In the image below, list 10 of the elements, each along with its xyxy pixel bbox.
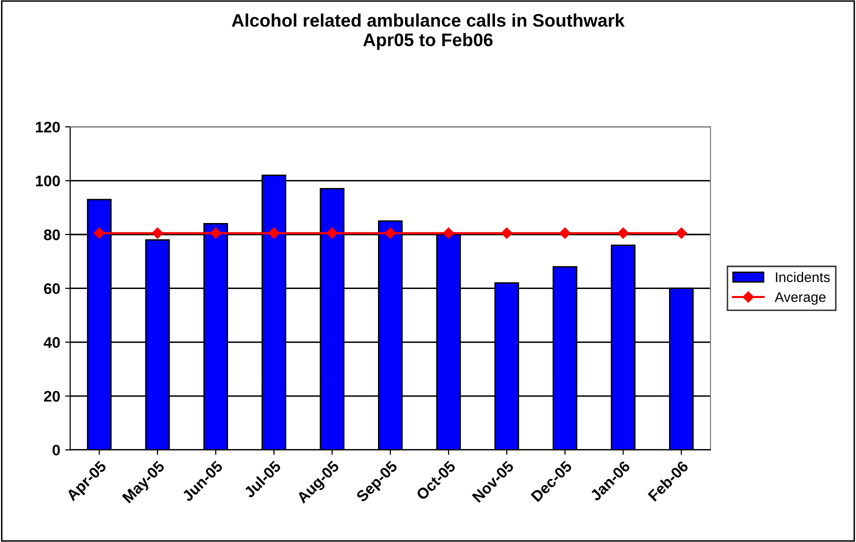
y-tick-label: 20	[44, 390, 60, 402]
legend-label: Average	[774, 292, 826, 305]
y-tick-label: 0	[52, 444, 60, 456]
y-tick-label: 80	[44, 229, 60, 240]
y-tick-label: 60	[44, 283, 60, 294]
legend-label: Incidents	[776, 272, 830, 282]
chart-title: Alcohol related ambulance calls in Southwark Apr05 to Feb06	[232, 14, 625, 50]
y-tick-label: 100	[36, 176, 60, 186]
y-tick-label: 120	[36, 122, 60, 133]
y-tick-label: 40	[44, 337, 60, 348]
